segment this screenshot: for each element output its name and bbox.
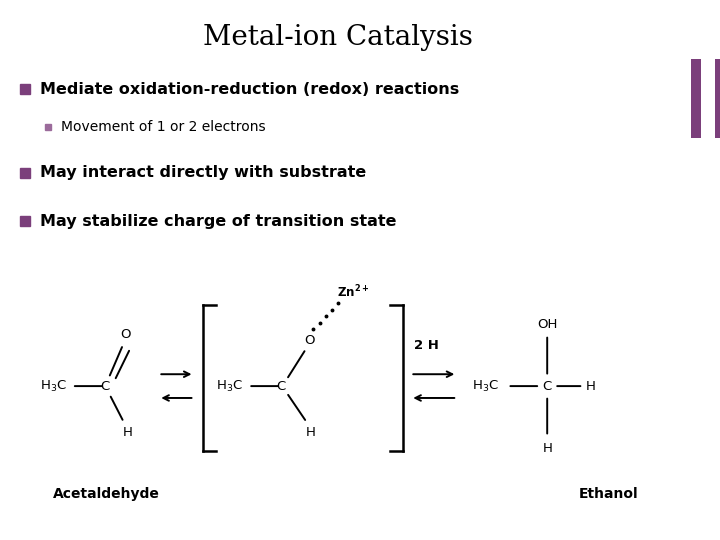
Text: OH: OH — [537, 318, 557, 330]
Text: Metal-ion Catalysis: Metal-ion Catalysis — [204, 24, 473, 51]
Text: C: C — [543, 380, 552, 393]
Text: O: O — [121, 328, 131, 341]
Text: H: H — [306, 426, 316, 438]
Text: Movement of 1 or 2 electrons: Movement of 1 or 2 electrons — [61, 120, 266, 134]
Text: C: C — [100, 380, 109, 393]
Text: Ethanol: Ethanol — [579, 487, 638, 501]
FancyBboxPatch shape — [691, 59, 701, 138]
Text: May stabilize charge of transition state: May stabilize charge of transition state — [40, 214, 396, 229]
FancyBboxPatch shape — [715, 59, 720, 138]
Text: May interact directly with substrate: May interact directly with substrate — [40, 165, 366, 180]
Text: $\mathregular{H_3C}$: $\mathregular{H_3C}$ — [472, 379, 498, 394]
Text: H: H — [585, 380, 595, 393]
Text: 2 H: 2 H — [414, 339, 439, 352]
Text: Mediate oxidation-reduction (redox) reactions: Mediate oxidation-reduction (redox) reac… — [40, 82, 459, 97]
Text: $\mathregular{H_3C}$: $\mathregular{H_3C}$ — [40, 379, 66, 394]
Text: H: H — [542, 442, 552, 455]
Text: $\mathregular{H_3C}$: $\mathregular{H_3C}$ — [216, 379, 243, 394]
Text: C: C — [276, 380, 285, 393]
Text: O: O — [305, 334, 315, 347]
Text: $\mathregular{Zn^{2+}}$: $\mathregular{Zn^{2+}}$ — [337, 284, 369, 300]
Text: Acetaldehyde: Acetaldehyde — [53, 487, 160, 501]
Text: H: H — [123, 426, 133, 438]
